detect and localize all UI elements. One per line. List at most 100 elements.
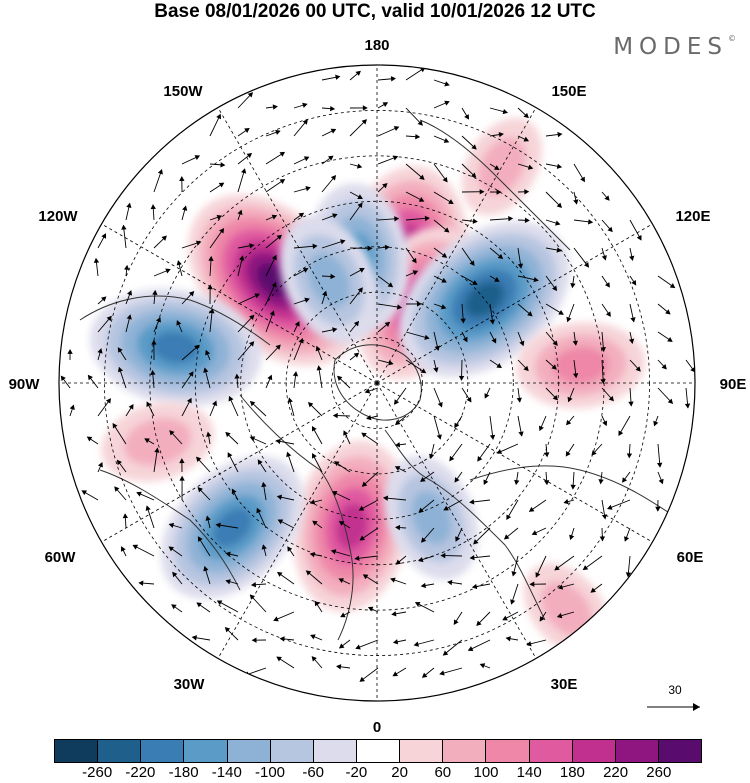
wind-arrow	[265, 104, 278, 110]
wind-arrow	[489, 359, 502, 369]
colorbar	[54, 739, 702, 763]
wind-arrow	[563, 499, 575, 505]
reference-vector-arrow	[647, 703, 700, 711]
wind-arrow	[97, 296, 107, 305]
wind-arrow	[545, 387, 559, 401]
wind-arrow	[321, 155, 334, 165]
wind-arrow	[117, 347, 127, 361]
wind-arrow	[132, 544, 155, 557]
wind-arrow	[510, 583, 519, 605]
anomaly-contour	[335, 502, 368, 550]
wind-arrow	[215, 522, 239, 529]
wind-arrow	[418, 499, 435, 513]
wind-arrow	[153, 235, 167, 249]
wind-arrow	[545, 303, 564, 315]
wind-arrow	[321, 290, 328, 305]
wind-arrow	[181, 371, 194, 389]
wind-arrow	[629, 247, 635, 262]
wind-arrow	[543, 471, 550, 486]
wind-arrow	[237, 152, 253, 165]
vector-scale-label: 30	[668, 683, 682, 697]
wind-arrow	[433, 247, 448, 258]
wind-arrow	[629, 219, 642, 241]
wind-arrow	[390, 577, 407, 585]
label-120e: 120E	[675, 208, 710, 225]
colorbar-tick-label: -220	[125, 764, 156, 781]
wind-arrow	[405, 133, 421, 140]
wind-arrow	[97, 348, 103, 361]
wind-arrow	[60, 375, 71, 389]
wind-arrow	[336, 664, 351, 670]
wind-arrow	[340, 611, 351, 618]
wind-arrow	[265, 282, 277, 305]
wind-arrow	[331, 491, 351, 501]
wind-arrow	[279, 636, 295, 642]
wind-arrow	[349, 320, 360, 333]
wind-arrow	[511, 555, 519, 577]
wind-arrow	[625, 555, 632, 578]
wind-arrow	[433, 191, 454, 205]
wind-arrow	[476, 611, 491, 626]
wind-arrow	[359, 667, 379, 682]
wind-arrow	[657, 359, 667, 370]
wind-arrow	[275, 438, 295, 445]
wind-arrow	[338, 521, 351, 529]
wind-arrow	[332, 412, 351, 419]
meridian-line	[217, 107, 378, 384]
coastlines	[79, 119, 681, 641]
wind-arrow	[362, 574, 379, 585]
wind-arrow	[349, 202, 363, 221]
colorbar-tick-label: 260	[646, 764, 672, 781]
wind-arrow	[601, 191, 610, 201]
wind-arrow	[433, 359, 439, 373]
meridian-line	[217, 382, 378, 659]
wind-arrow	[502, 611, 519, 621]
wind-arrow	[489, 163, 500, 171]
label-30e: 30E	[551, 676, 578, 693]
colorbar-tick-label: -20	[345, 764, 368, 781]
wind-arrow	[545, 131, 563, 138]
wind-arrow	[309, 552, 323, 558]
meridian-line	[376, 382, 537, 659]
wind-arrow	[366, 414, 379, 421]
wind-arrow	[293, 268, 309, 277]
wind-arrow	[293, 102, 308, 109]
wind-arrow	[439, 667, 463, 676]
wind-arrow	[125, 202, 132, 221]
wind-arrow	[421, 527, 435, 543]
wind-arrow	[209, 214, 223, 221]
colorbar-tick-label: 20	[391, 764, 408, 781]
wind-arrow	[286, 451, 295, 473]
wind-arrow	[377, 126, 400, 137]
wind-arrow	[265, 129, 281, 137]
colorbar-tick-label: -100	[254, 764, 286, 781]
wind-arrow	[277, 571, 295, 585]
wind-arrow	[461, 163, 477, 178]
wind-arrow	[489, 216, 514, 222]
wind-arrow	[321, 273, 336, 280]
label-30w: 30W	[174, 676, 206, 693]
wind-arrow	[429, 443, 435, 460]
wind-arrow	[601, 275, 610, 288]
wind-arrow	[545, 275, 558, 292]
map-title: Base 08/01/2026 00 UTC, valid 10/01/2026…	[154, 1, 596, 22]
meridian-line	[101, 382, 378, 543]
wind-arrow	[249, 400, 267, 417]
wind-arrow	[394, 442, 407, 448]
wind-arrow	[538, 415, 547, 432]
wind-arrow	[440, 552, 463, 559]
wind-arrow	[287, 397, 295, 417]
wind-arrow	[314, 600, 323, 613]
wind-arrow	[196, 602, 211, 613]
wind-arrow	[517, 331, 525, 347]
wind-arrow	[414, 601, 435, 613]
wind-arrow	[517, 217, 530, 223]
colorbar-tick-label: 60	[434, 764, 452, 781]
wind-arrow	[392, 639, 407, 645]
wind-arrow	[421, 667, 435, 678]
wind-arrow	[517, 415, 524, 437]
wind-arrow	[122, 513, 129, 529]
wind-arrow	[601, 415, 608, 427]
wind-arrow	[67, 349, 73, 361]
wind-arrow	[359, 527, 379, 541]
